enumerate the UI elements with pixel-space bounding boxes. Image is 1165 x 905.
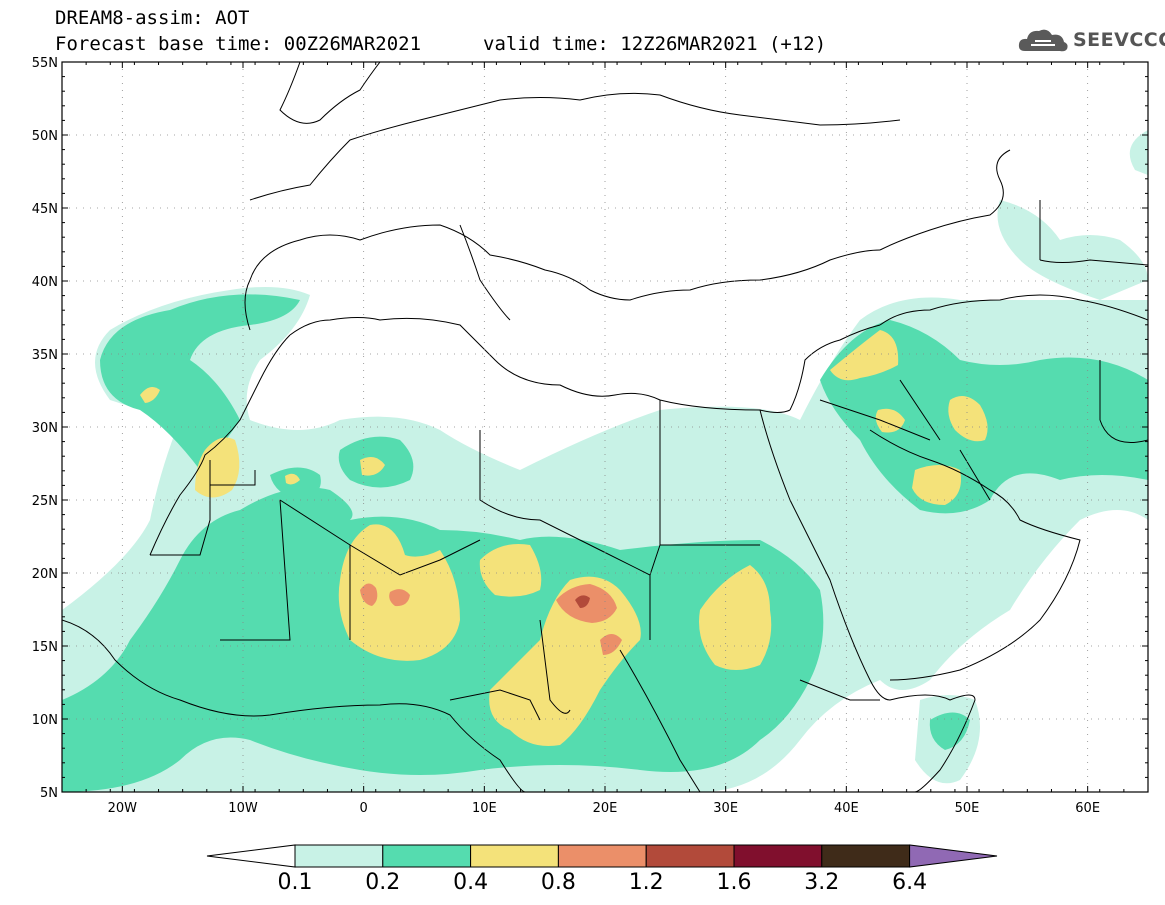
forecast-base-time: Forecast base time: 00Z26MAR2021: [55, 33, 422, 55]
lon-tick-label: 10W: [228, 801, 258, 816]
colorbar-segment: [557, 844, 647, 868]
valid-time: valid time: 12Z26MAR2021 (+12): [483, 33, 827, 55]
colorbar: [206, 844, 998, 868]
lon-tick-label: 10E: [472, 801, 497, 816]
aot-layer-1.2: [575, 595, 590, 608]
colorbar-segment: [733, 844, 823, 868]
colorbar-label: 0.2: [365, 870, 401, 895]
colorbar-segment: [382, 844, 472, 868]
lat-tick-label: 25N: [32, 494, 58, 509]
lat-tick-label: 15N: [32, 640, 58, 655]
lon-tick-label: 40E: [834, 801, 859, 816]
axis-ticks: 5N 10N 15N 20N 25N 30N 35N 40N 45N 50N 55N 20W 10W 0 1…: [32, 56, 1149, 816]
colorbar-label: 6.4: [892, 870, 928, 895]
colorbar-extend-low: [206, 844, 296, 868]
lat-tick-label: 10N: [32, 713, 58, 728]
colorbar-segment: [294, 844, 384, 868]
lon-tick-label: 50E: [955, 801, 980, 816]
seevccc-logo: SEEVCCC: [1017, 22, 1165, 58]
colorbar-label: 0.4: [453, 870, 489, 895]
colorbar-label: 1.2: [628, 870, 664, 895]
coastlines: [62, 62, 1148, 792]
colorbar-label: 1.6: [716, 870, 752, 895]
lat-tick-label: 40N: [32, 275, 58, 290]
lat-tick-label: 45N: [32, 202, 58, 217]
lon-tick-label: 60E: [1075, 801, 1100, 816]
lat-tick-label: 50N: [32, 129, 58, 144]
colorbar-segment: [470, 844, 559, 868]
colorbar-extend-high: [909, 844, 998, 868]
lon-tick-label: 20W: [108, 801, 138, 816]
colorbar-segment: [821, 844, 911, 868]
graticule: [62, 62, 1148, 792]
cloud-icon: [1018, 29, 1068, 52]
lon-tick-label: 20E: [593, 801, 618, 816]
lat-tick-label: 5N: [40, 786, 58, 801]
colorbar-label: 0.1: [277, 870, 313, 895]
lon-tick-label: 0: [360, 801, 368, 816]
lon-tick-label: 30E: [713, 801, 738, 816]
lat-tick-label: 55N: [32, 56, 58, 71]
colorbar-label: 3.2: [804, 870, 840, 895]
lat-tick-label: 30N: [32, 421, 58, 436]
lat-tick-label: 35N: [32, 348, 58, 363]
lat-tick-label: 20N: [32, 567, 58, 582]
map-title: DREAM8-assim: AOT: [55, 7, 250, 29]
colorbar-segment: [645, 844, 735, 868]
colorbar-label: 0.8: [540, 870, 576, 895]
